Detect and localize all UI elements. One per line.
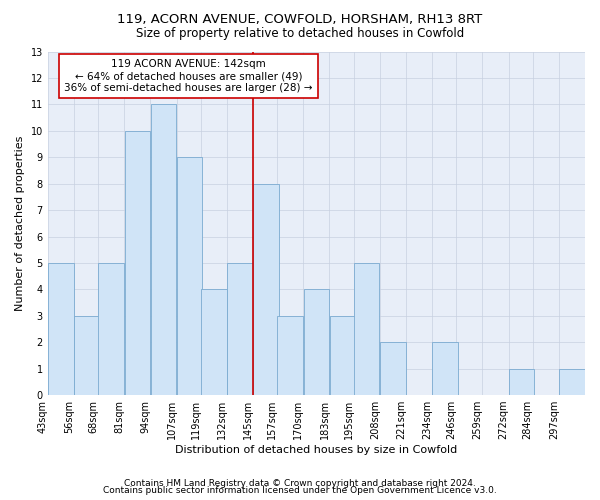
Text: Contains HM Land Registry data © Crown copyright and database right 2024.: Contains HM Land Registry data © Crown c… bbox=[124, 478, 476, 488]
X-axis label: Distribution of detached houses by size in Cowfold: Distribution of detached houses by size … bbox=[175, 445, 458, 455]
Bar bbox=[509, 368, 535, 395]
Bar bbox=[330, 316, 355, 395]
Text: Size of property relative to detached houses in Cowfold: Size of property relative to detached ho… bbox=[136, 28, 464, 40]
Text: 119, ACORN AVENUE, COWFOLD, HORSHAM, RH13 8RT: 119, ACORN AVENUE, COWFOLD, HORSHAM, RH1… bbox=[118, 12, 482, 26]
Bar bbox=[227, 263, 253, 395]
Bar bbox=[48, 263, 74, 395]
Bar bbox=[151, 104, 176, 395]
Bar bbox=[98, 263, 124, 395]
Bar bbox=[177, 157, 202, 395]
Bar bbox=[277, 316, 303, 395]
Bar bbox=[125, 131, 150, 395]
Text: Contains public sector information licensed under the Open Government Licence v3: Contains public sector information licen… bbox=[103, 486, 497, 495]
Bar bbox=[433, 342, 458, 395]
Text: 119 ACORN AVENUE: 142sqm
← 64% of detached houses are smaller (49)
36% of semi-d: 119 ACORN AVENUE: 142sqm ← 64% of detach… bbox=[64, 60, 313, 92]
Bar bbox=[201, 290, 227, 395]
Bar bbox=[559, 368, 584, 395]
Bar bbox=[380, 342, 406, 395]
Bar bbox=[304, 290, 329, 395]
Bar bbox=[354, 263, 379, 395]
Bar bbox=[74, 316, 100, 395]
Y-axis label: Number of detached properties: Number of detached properties bbox=[15, 136, 25, 311]
Bar bbox=[253, 184, 279, 395]
